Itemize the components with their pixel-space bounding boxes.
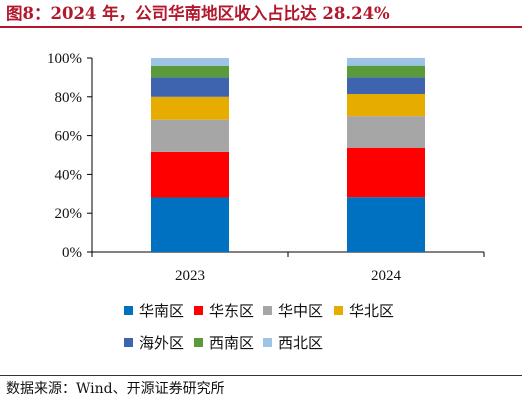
legend-label: 华中区 bbox=[278, 302, 324, 320]
bar-segment-2023-海外区 bbox=[151, 77, 229, 97]
legend-swatch bbox=[124, 338, 133, 347]
bar-segment-2023-华中区 bbox=[151, 119, 229, 152]
stacked-bar-chart: 0% 20% 40% 60% 80% 100% 2023 2024 bbox=[47, 51, 485, 284]
bar-segment-2024-华北区 bbox=[347, 94, 425, 117]
source-rule bbox=[0, 375, 522, 376]
bar-segment-2024-西北区 bbox=[347, 57, 425, 66]
chart-legend: 华南区 华东区 华中区 华北区海外区 西南区 西北区 bbox=[0, 296, 522, 372]
bar-segment-2024-华中区 bbox=[347, 116, 425, 148]
legend-label: 华南区 bbox=[139, 302, 185, 320]
y-tick-label: 40% bbox=[55, 167, 83, 183]
legend-swatch bbox=[124, 306, 133, 315]
legend-label: 华北区 bbox=[349, 302, 395, 320]
legend-item: 海外区 bbox=[124, 334, 184, 352]
legend-item: 西北区 bbox=[263, 334, 323, 352]
y-tick-label: 20% bbox=[55, 206, 83, 222]
bar-segment-2023-西北区 bbox=[151, 58, 229, 66]
legend-swatch bbox=[263, 338, 272, 347]
legend-label: 西南区 bbox=[209, 334, 255, 352]
legend-swatch bbox=[194, 306, 203, 315]
x-category-label: 2023 bbox=[175, 268, 205, 284]
bar-segment-2023-华南区 bbox=[151, 197, 229, 252]
bar-segment-2024-华东区 bbox=[347, 147, 425, 198]
bar-segment-2024-西南区 bbox=[347, 65, 425, 78]
bar-segment-2023-西南区 bbox=[151, 65, 229, 78]
legend-item: 华东区 bbox=[194, 302, 254, 320]
bar-segment-2023-华北区 bbox=[151, 96, 229, 120]
legend-item: 华北区 bbox=[334, 302, 394, 320]
bar-segment-2023-华东区 bbox=[151, 151, 229, 198]
title-rule bbox=[0, 26, 522, 28]
bar-segment-2024-海外区 bbox=[347, 77, 425, 95]
legend-swatch bbox=[334, 306, 343, 315]
bar-segment-2024-华南区 bbox=[347, 197, 425, 252]
chart-bars bbox=[151, 57, 425, 252]
y-tick-label: 60% bbox=[55, 129, 83, 145]
legend-label: 华东区 bbox=[209, 302, 255, 320]
legend-item: 华中区 bbox=[263, 302, 323, 320]
legend-item: 西南区 bbox=[194, 334, 254, 352]
y-tick-label: 0% bbox=[62, 245, 82, 261]
y-tick-label: 80% bbox=[55, 90, 83, 106]
legend-item: 华南区 bbox=[124, 302, 184, 320]
legend-label: 海外区 bbox=[139, 334, 185, 352]
chart-labels: 0% 20% 40% 60% 80% 100% 2023 2024 bbox=[47, 51, 402, 284]
x-category-label: 2024 bbox=[371, 268, 402, 284]
figure-title: 图8：2024 年，公司华南地区收入占比达 28.24% bbox=[6, 4, 390, 23]
legend-label: 西北区 bbox=[278, 334, 324, 352]
source-note: 数据来源：Wind、开源证券研究所 bbox=[6, 381, 225, 397]
y-tick-label: 100% bbox=[47, 51, 82, 67]
legend-swatch bbox=[194, 338, 203, 347]
legend-swatch bbox=[263, 306, 272, 315]
